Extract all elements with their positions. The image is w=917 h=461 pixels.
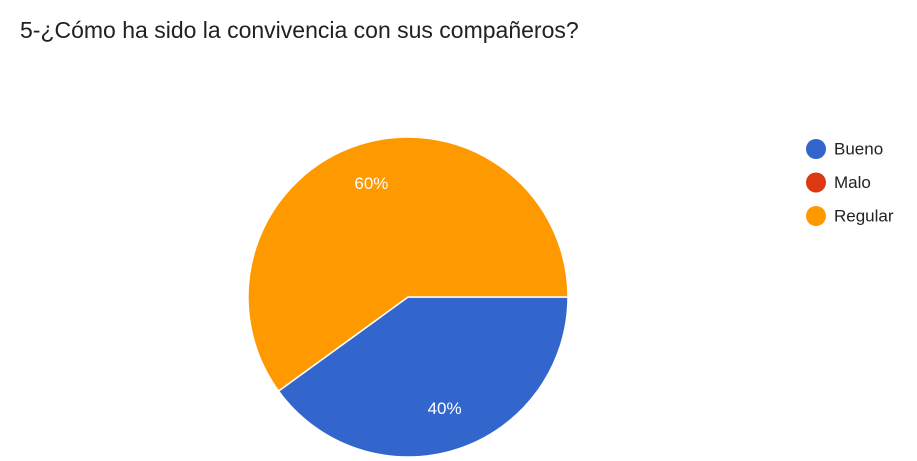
- legend-marker: [806, 139, 826, 159]
- legend-label: Malo: [834, 173, 871, 192]
- pie-slice: [277, 296, 569, 458]
- pie-slice: [247, 136, 569, 393]
- legend-marker: [806, 206, 826, 226]
- legend-label: Regular: [834, 206, 894, 225]
- legend-label: Bueno: [834, 139, 883, 158]
- slice-label: 60%: [354, 174, 388, 193]
- legend-marker: [806, 172, 826, 193]
- slice-label: 40%: [428, 399, 462, 418]
- chart-title: 5-¿Cómo ha sido la convivencia con sus c…: [20, 17, 579, 43]
